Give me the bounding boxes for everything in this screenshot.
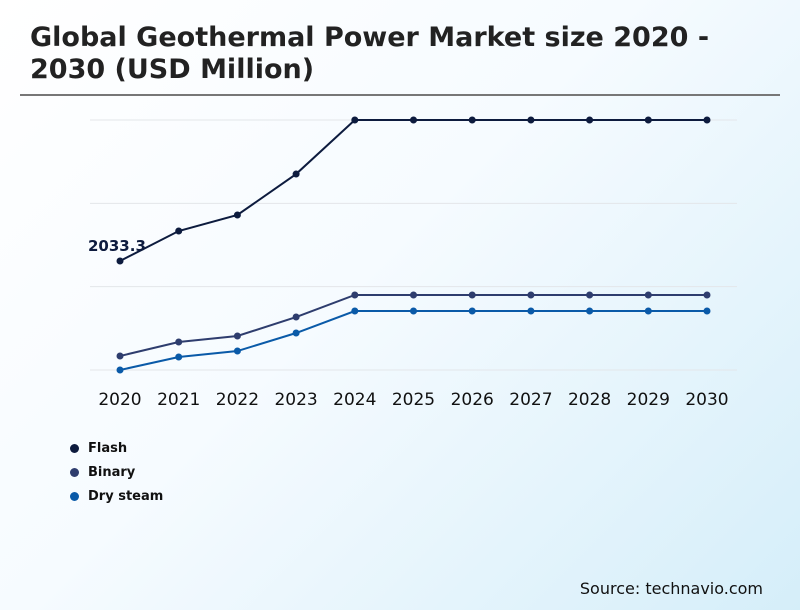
x-tick-label: 2028 <box>568 390 611 410</box>
data-point <box>175 338 183 346</box>
data-point <box>410 307 417 315</box>
legend-label: Binary <box>88 464 136 480</box>
data-point <box>644 116 652 124</box>
x-tick-label: 2027 <box>509 390 552 410</box>
data-point <box>703 116 711 124</box>
data-point <box>527 291 535 299</box>
data-point <box>292 170 300 178</box>
data-point <box>233 347 241 355</box>
data-point <box>468 307 476 315</box>
data-point <box>468 116 476 124</box>
data-point <box>644 291 652 299</box>
legend-marker-icon <box>70 467 79 477</box>
x-tick-label: 2030 <box>685 390 728 410</box>
data-point <box>410 116 417 124</box>
legend-item: Flash <box>70 436 163 460</box>
data-point <box>351 307 359 315</box>
data-point <box>116 352 124 360</box>
x-tick-label: 2029 <box>627 390 670 410</box>
x-tick-label: 2023 <box>274 390 317 410</box>
data-point <box>351 116 359 124</box>
data-point <box>586 307 594 315</box>
data-point <box>703 307 711 315</box>
data-point <box>292 329 300 337</box>
data-point <box>175 227 183 235</box>
data-point <box>586 116 594 124</box>
legend-item: Dry steam <box>70 484 163 508</box>
legend-marker-icon <box>70 443 79 453</box>
series-line-binary <box>119 293 707 357</box>
legend-item: Binary <box>70 460 163 484</box>
x-tick-label: 2022 <box>216 390 259 410</box>
data-point <box>410 291 417 299</box>
data-point <box>527 116 535 124</box>
data-point <box>351 291 359 299</box>
data-point <box>586 291 594 299</box>
legend-marker-icon <box>70 491 79 501</box>
x-tick-label: 2024 <box>333 390 376 410</box>
data-point <box>233 332 241 340</box>
data-label: 2033.3 <box>88 237 146 255</box>
series-line-dry-steam <box>119 310 707 371</box>
data-point <box>644 307 652 315</box>
legend-label: Flash <box>88 440 128 456</box>
data-point <box>116 366 124 374</box>
x-tick-label: 2021 <box>157 390 200 410</box>
chart-title: Global Geothermal Power Market size 2020… <box>30 22 710 85</box>
x-tick-label: 2020 <box>98 390 141 410</box>
x-tick-label: 2026 <box>451 390 494 410</box>
data-point <box>116 257 124 265</box>
title-divider <box>20 94 780 96</box>
data-point <box>292 313 300 321</box>
data-point <box>703 291 711 299</box>
data-point <box>527 307 535 315</box>
legend: Flash Binary Dry steam <box>70 436 163 508</box>
data-point <box>468 291 476 299</box>
source-note: Source: technavio.com <box>579 579 763 598</box>
series-line-flash <box>119 119 707 262</box>
data-point <box>233 211 241 219</box>
legend-label: Dry steam <box>88 488 164 504</box>
data-point <box>175 353 183 361</box>
x-tick-label: 2025 <box>392 390 435 410</box>
